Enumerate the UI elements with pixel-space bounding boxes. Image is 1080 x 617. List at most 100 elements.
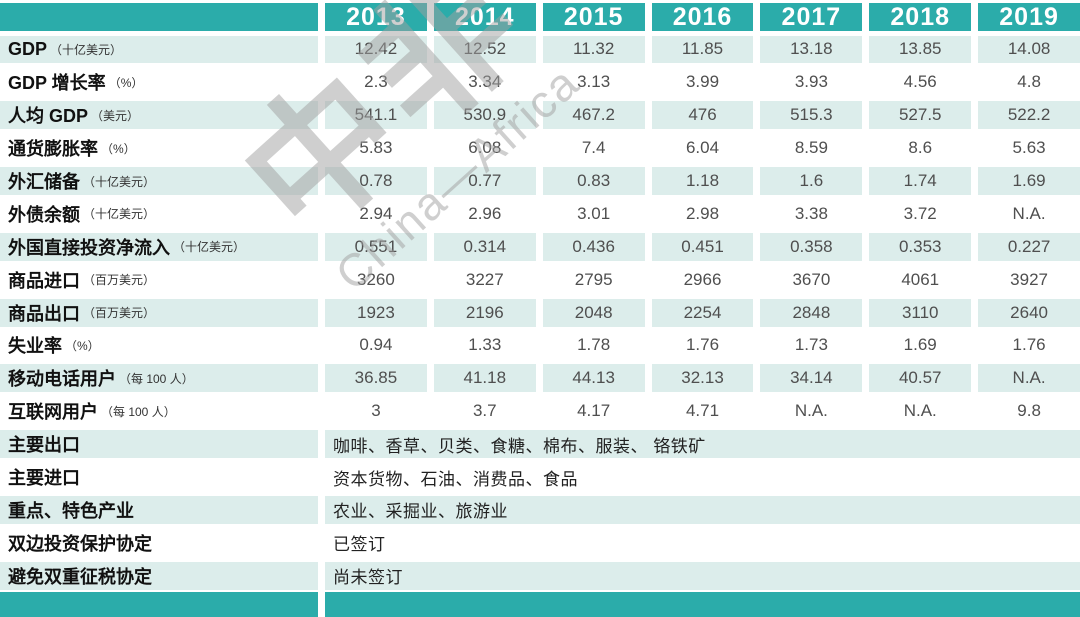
row-unit: （美元） — [91, 108, 140, 123]
value-cell: 467.2 — [542, 101, 645, 130]
value-cell: 476 — [651, 101, 754, 130]
value-cell: 1.78 — [577, 335, 611, 355]
value-cell: 2254 — [651, 298, 754, 327]
row-label-cell: 重点、特色产业 — [0, 495, 318, 524]
value-cell: 3.34 — [468, 72, 502, 92]
row-label-cell: 双边投资保护协定 — [0, 529, 318, 557]
value-cell: 1923 — [325, 298, 427, 327]
value-cell: 8.6 — [908, 138, 933, 158]
row-label-cell: 互联网用户 （每 100 人） — [0, 397, 318, 425]
year-header-cell: 2013 — [325, 3, 427, 31]
value-cell: 1.33 — [468, 335, 502, 355]
row-label: 互联网用户 — [8, 402, 98, 423]
row-unit: （百万美元） — [83, 306, 156, 321]
row-unit: （十亿美元） — [83, 174, 156, 189]
value-cell: 3.7 — [472, 401, 497, 421]
row-unit: （十亿美元） — [173, 240, 246, 255]
value-cell: 3 — [371, 401, 381, 421]
table-row: 主要出口 咖啡、香草、贝类、食糖、棉布、服装、 铬铁矿 — [0, 428, 1080, 461]
row-unit: （%） — [108, 75, 144, 90]
value-cell: 4.71 — [685, 401, 720, 421]
value-cell: 3.13 — [577, 72, 611, 92]
value-cell: 0.77 — [433, 167, 536, 195]
value-cell: 1.76 — [1012, 335, 1046, 355]
value-cell: 2196 — [433, 298, 536, 327]
value-cell: 2795 — [574, 269, 613, 289]
value-cell: 530.9 — [433, 101, 536, 130]
row-label: 主要进口 — [8, 468, 80, 489]
row-unit: （十亿美元） — [50, 42, 123, 57]
row-label: GDP — [8, 38, 48, 59]
value-cell: 14.08 — [978, 35, 1080, 64]
table-row: 商品进口 （百万美元） 3260 3227 2795 2966 3670 4061 3927 — [0, 263, 1080, 296]
row-label-cell: 外债余额 （十亿美元） — [0, 200, 318, 228]
row-label-cell: 移动电话用户 （每 100 人） — [0, 364, 318, 393]
value-cell: 541.1 — [325, 101, 427, 130]
value-cell: 1.73 — [794, 335, 828, 355]
table-row: 外国直接投资净流入 （十亿美元） 0.551 0.314 0.436 0.451 0.358… — [0, 230, 1080, 263]
value-cell: 40.57 — [869, 364, 972, 393]
value-cell: 3.72 — [903, 203, 937, 223]
year-header-cell: 2019 — [978, 3, 1080, 31]
row-label: 商品进口 — [8, 270, 80, 291]
row-label: 人均 GDP — [8, 106, 89, 127]
value-cell: 32.13 — [651, 364, 754, 393]
value-cell: 0.551 — [325, 232, 427, 261]
table-row: 主要进口 资本货物、石油、消费品、食品 — [0, 461, 1080, 494]
footer-label-segment — [0, 592, 318, 617]
row-unit: （十亿美元） — [83, 207, 156, 222]
year-header-cell: 2014 — [433, 3, 536, 31]
value-cell: 2.96 — [468, 203, 502, 223]
table-header-row: 2013 2014 2015 2016 2017 2018 2019 — [0, 0, 1080, 33]
row-unit: （每 100 人） — [101, 404, 176, 419]
row-label-cell: GDP （十亿美元） — [0, 35, 318, 64]
value-cell: 5.63 — [1012, 138, 1046, 158]
value-cell: 2966 — [683, 269, 722, 289]
info-value-cell: 农业、采掘业、旅游业 — [325, 495, 1080, 524]
value-cell: 1.6 — [760, 167, 863, 195]
row-label-cell: 商品出口 （百万美元） — [0, 298, 318, 327]
value-cell: 4.8 — [1017, 72, 1041, 92]
row-label-cell: 外国直接投资净流入 （十亿美元） — [0, 232, 318, 261]
row-label: 通货膨胀率 — [8, 139, 98, 160]
value-cell: 3110 — [869, 298, 972, 327]
value-cell: 1.69 — [903, 335, 937, 355]
header-label-spacer — [0, 3, 318, 31]
table-body: GDP （十亿美元） 12.42 12.52 11.32 11.85 13.18 13.85 1… — [0, 33, 1080, 592]
row-label-cell: GDP 增长率 （%） — [0, 68, 318, 96]
value-cell: 11.85 — [651, 35, 754, 64]
row-label: 商品出口 — [8, 303, 80, 324]
row-label: 外债余额 — [8, 204, 80, 225]
row-label-cell: 通货膨胀率 （%） — [0, 134, 318, 162]
table-row: 双边投资保护协定 已签订 — [0, 526, 1080, 559]
table-row: GDP 增长率 （%） 2.3 3.34 3.13 3.99 3.93 4.56 4.8 — [0, 66, 1080, 99]
row-label: 移动电话用户 — [8, 369, 116, 390]
value-cell: 12.42 — [325, 35, 427, 64]
row-label-cell: 主要出口 — [0, 430, 318, 459]
row-label-cell: 避免双重征税协定 — [0, 561, 318, 590]
value-cell: 36.85 — [325, 364, 427, 393]
value-cell: 9.8 — [1017, 401, 1041, 421]
info-value-cell: 咖啡、香草、贝类、食糖、棉布、服装、 铬铁矿 — [325, 430, 1080, 459]
value-cell: 3260 — [357, 269, 395, 289]
value-cell: 4061 — [901, 269, 940, 289]
year-header-cell: 2017 — [760, 3, 863, 31]
value-cell: 0.451 — [651, 232, 754, 261]
table-row: 互联网用户 （每 100 人） 3 3.7 4.17 4.71 N.A. N.A. 9.8 — [0, 395, 1080, 428]
value-cell: 5.83 — [359, 138, 393, 158]
value-cell: 8.59 — [794, 138, 828, 158]
year-header-cell: 2015 — [542, 3, 645, 31]
row-label: 外汇储备 — [8, 172, 80, 192]
table-row: 外汇储备 （十亿美元） 0.78 0.77 0.83 1.18 1.6 1.74 1.69 — [0, 165, 1080, 198]
value-cell: 3.01 — [577, 203, 611, 223]
value-cell: 1.76 — [685, 335, 720, 355]
value-cell: 7.4 — [581, 138, 606, 158]
row-label: 重点、特色产业 — [8, 500, 134, 521]
value-cell: 2.98 — [685, 203, 720, 223]
row-label-cell: 外汇储备 （十亿美元） — [0, 167, 318, 195]
value-cell: 3227 — [465, 269, 504, 289]
value-cell: 522.2 — [978, 101, 1080, 130]
value-cell: 3670 — [792, 269, 831, 289]
table-row: 人均 GDP （美元） 541.1 530.9 467.2 476 515.3 527.5 52… — [0, 99, 1080, 132]
row-unit: （每 100 人） — [119, 371, 194, 386]
